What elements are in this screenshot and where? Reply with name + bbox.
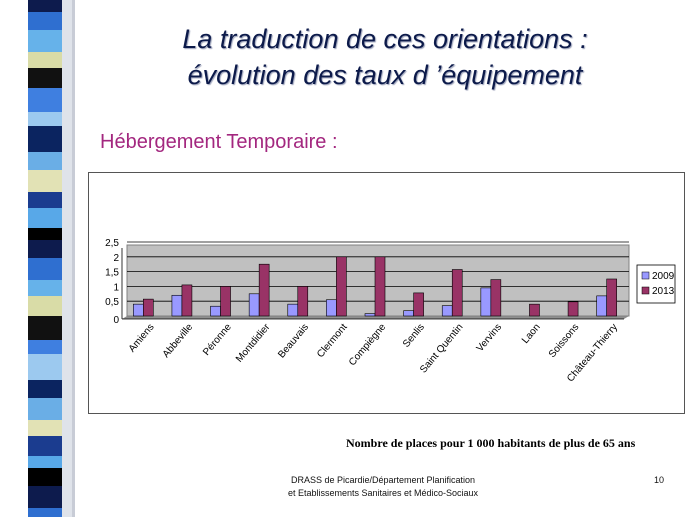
footer-line-1: DRASS de Picardie/Département Planificat… [290, 475, 476, 485]
x-tick-label: Compiègne [347, 322, 389, 369]
bar-2009-7 [403, 310, 414, 317]
bar-2013-7 [413, 292, 424, 317]
bar-2009-1 [171, 294, 183, 317]
x-tick-label: Beauvais [276, 322, 311, 361]
y-tick-label: 0,5 [105, 297, 119, 308]
legend-swatch-2009 [641, 271, 650, 280]
bar-2009-8 [441, 305, 453, 317]
legend-swatch-2013 [641, 286, 650, 295]
legend-label-2009: 2009 [652, 271, 675, 282]
bar-chart: 0 0,5 1 1,5 2 2,5 Amiens Abbeville Péronne Montdi… [105, 238, 676, 384]
x-tick-label: Amiens [127, 322, 157, 355]
bar-2013-2 [220, 286, 231, 317]
y-tick-label: 2,5 [105, 238, 119, 249]
slide-title-line-1: La traduction de ces orientations : [182, 24, 588, 54]
legend-label-2013: 2013 [652, 286, 675, 297]
decorative-stripe [28, 0, 75, 517]
y-tick-label: 1 [113, 282, 119, 293]
bar-2009-4 [287, 303, 299, 317]
x-tick-label: Senlis [401, 322, 427, 350]
x-tick-label: Péronne [201, 322, 234, 358]
slide-title-line-2: évolution des taux d ’équipement [187, 60, 583, 90]
x-tick-label: Clermont [315, 322, 350, 360]
x-tick-label: Laon [520, 322, 543, 346]
y-tick-label: 1,5 [105, 268, 119, 279]
bar-2013-12 [606, 278, 617, 317]
chart-frame: 0 0,5 1 1,5 2 2,5 Amiens Abbeville Péronne Montdi… [88, 172, 685, 414]
bar-2013-11 [567, 301, 579, 317]
bar-2009-12 [596, 295, 607, 317]
bar-2009-5 [326, 299, 337, 317]
y-tick-label: 2 [113, 253, 119, 264]
bar-2013-0 [143, 298, 154, 317]
bar-2013-9 [490, 279, 502, 317]
bar-2009-3 [248, 293, 260, 317]
bar-2013-3 [258, 263, 270, 317]
bar-2013-5 [336, 256, 347, 317]
legend [636, 264, 676, 304]
chart-caption: Nombre de places pour 1 000 habitants de… [346, 436, 636, 450]
x-tick-label: Vervins [475, 322, 505, 354]
bar-2013-4 [297, 286, 309, 317]
bar-2009-6 [364, 313, 376, 317]
bar-2013-1 [181, 284, 193, 317]
bar-2009-2 [210, 305, 221, 317]
page-number: 10 [654, 475, 665, 485]
section-subtitle: Hébergement Temporaire : [100, 131, 338, 153]
bar-2013-6 [374, 256, 386, 317]
footer-line-2: et Etablissements Sanitaires et Médico-S… [287, 488, 479, 498]
bar-2009-9 [480, 287, 492, 317]
x-tick-label: Abbeville [161, 322, 196, 360]
bar-2009-0 [133, 303, 144, 317]
y-tick-label: 0 [113, 315, 119, 326]
bar-2013-10 [529, 303, 540, 317]
bar-2013-8 [451, 269, 463, 317]
x-tick-label: Montdidier [234, 321, 273, 364]
footer: DRASS de Picardie/Département Planificat… [268, 474, 498, 500]
x-tick-label: Soissons [547, 322, 582, 360]
